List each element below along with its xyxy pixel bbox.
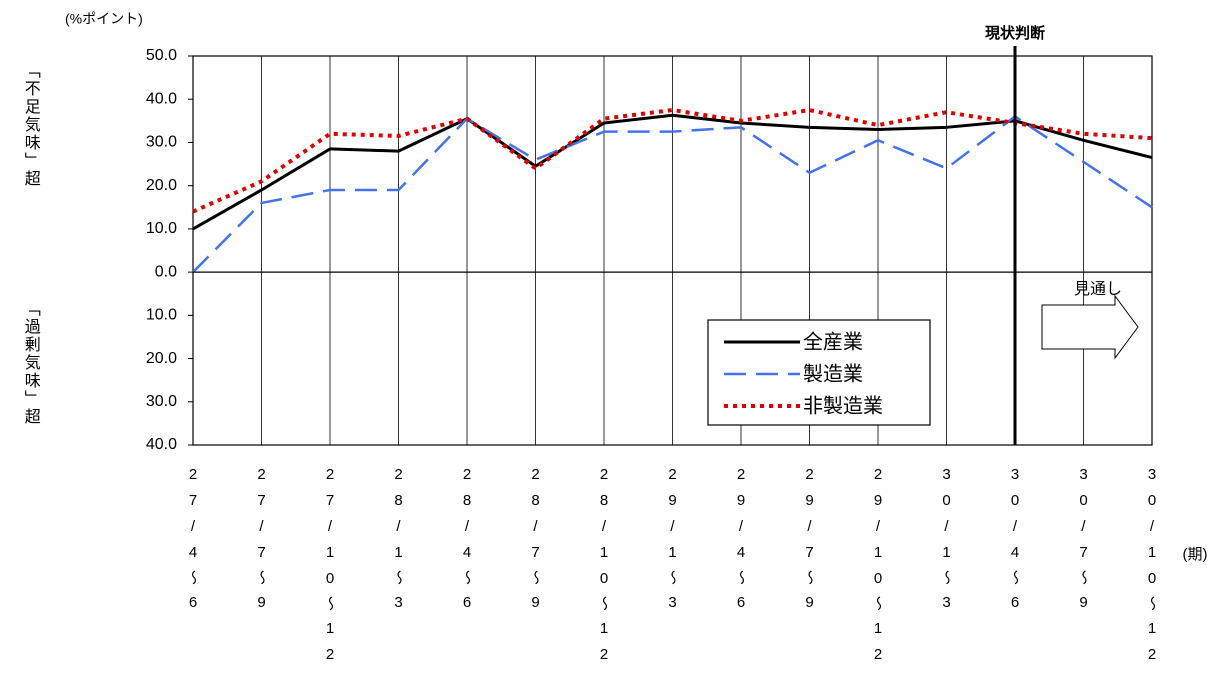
x-tick-label: 27/10〜12: [322, 466, 339, 672]
y-tick-label: 20.0: [146, 177, 177, 194]
legend-label: 非製造業: [803, 394, 883, 417]
legend-label: 全産業: [803, 330, 863, 353]
x-tick-label: 30/4〜6: [1007, 466, 1024, 620]
y-tick-label: 40.0: [146, 436, 177, 453]
series-line: [192, 108, 1153, 214]
x-tick-label: 27/7〜9: [253, 466, 270, 620]
y-label-bottom: 「過剰気味」超: [22, 300, 41, 426]
series-line: [192, 113, 1153, 231]
annotation: 現状判断: [985, 24, 1045, 42]
y-tick-label: 30.0: [146, 134, 177, 151]
x-tick-label: 30/7〜9: [1075, 466, 1092, 620]
x-axis-label: (期): [1183, 546, 1208, 563]
outlook-arrow: [1041, 294, 1139, 360]
x-tick-label: 28/4〜6: [459, 466, 476, 620]
unit-label: (%ポイント): [65, 11, 143, 27]
legend-label: 製造業: [803, 362, 863, 385]
y-label-top: 「不足気味」超: [22, 62, 41, 188]
series-line: [192, 115, 1153, 273]
x-tick-label: 28/7〜9: [527, 466, 544, 620]
x-tick-label: 29/7〜9: [801, 466, 818, 620]
x-tick-label: 30/10〜12: [1144, 466, 1161, 672]
y-tick-label: 20.0: [146, 350, 177, 367]
x-tick-label: 29/1〜3: [664, 466, 681, 620]
x-tick-label: 27/4〜6: [185, 466, 202, 620]
x-tick-label: 28/10〜12: [596, 466, 613, 672]
x-tick-label: 28/1〜3: [390, 466, 407, 620]
y-tick-label: 30.0: [146, 393, 177, 410]
y-tick-label: 0.0: [155, 263, 177, 280]
y-tick-label: 10.0: [146, 220, 177, 237]
x-tick-label: 30/1〜3: [938, 466, 955, 620]
plot-frame: [192, 55, 1153, 446]
x-tick-label: 29/4〜6: [733, 466, 750, 620]
annotation: 見通し: [1074, 280, 1122, 298]
y-tick-label: 50.0: [146, 47, 177, 64]
x-tick-label: 29/10〜12: [870, 466, 887, 672]
y-tick-label: 10.0: [146, 307, 177, 324]
y-tick-label: 40.0: [146, 90, 177, 107]
